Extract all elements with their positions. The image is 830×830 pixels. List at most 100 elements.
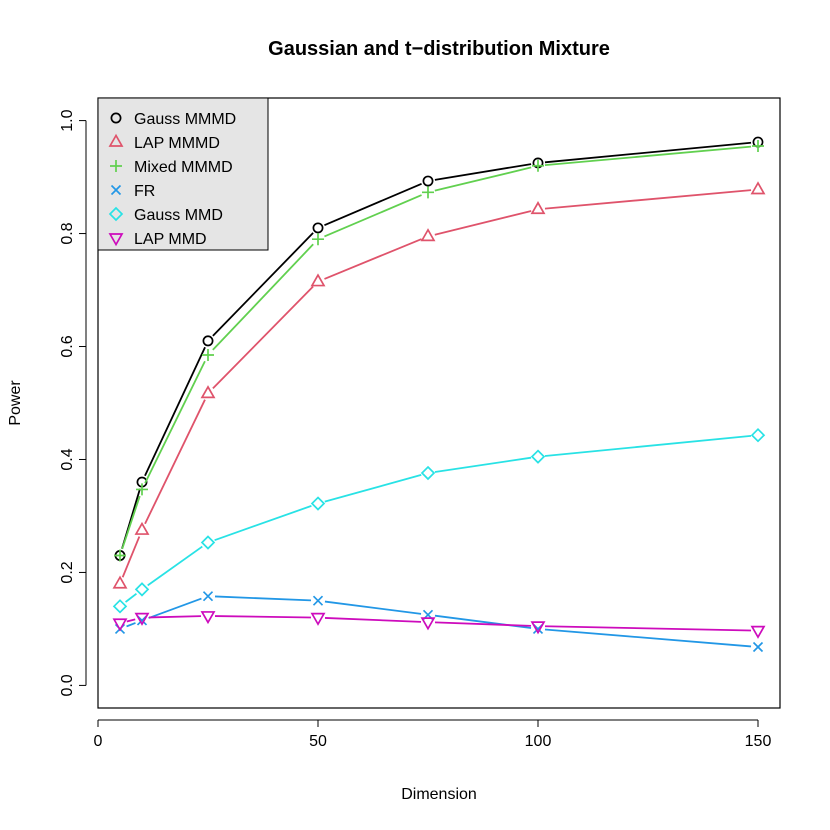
series-line-segment	[324, 238, 422, 280]
series-line-segment	[214, 505, 312, 542]
y-tick-label: 0.6	[59, 335, 76, 357]
series-line-segment	[544, 145, 752, 167]
series-line-segment	[212, 243, 314, 351]
data-point	[532, 159, 544, 172]
x-tick-label: 50	[309, 733, 327, 750]
chart-title: Gaussian and t−distribution Mixture	[268, 38, 610, 60]
axes: 0 50 100 150 0.0 0.2 0.4 0.6 0.8 1.0	[59, 109, 771, 750]
data-point	[310, 612, 326, 626]
data-point	[134, 582, 150, 597]
data-point	[112, 575, 128, 589]
series-line-segment	[121, 536, 141, 578]
series-5	[112, 611, 766, 639]
series-line-segment	[544, 628, 752, 648]
series-line-segment	[324, 474, 422, 503]
data-point	[312, 233, 324, 246]
series-line-segment	[124, 592, 138, 603]
data-point	[200, 611, 216, 625]
data-point	[530, 621, 546, 635]
series-line-segment	[214, 595, 312, 602]
legend-marker	[110, 184, 122, 196]
series-line-segment	[434, 163, 532, 181]
series-line-segment	[544, 434, 752, 457]
data-point	[530, 201, 546, 215]
x-tick-label: 100	[525, 733, 552, 750]
legend-label: Gauss MMD	[134, 207, 223, 224]
series-line-segment	[144, 399, 206, 525]
series-line-segment	[544, 625, 752, 632]
data-point	[202, 591, 214, 602]
data-point	[202, 348, 214, 361]
legend-label: FR	[134, 183, 155, 200]
data-point	[114, 549, 126, 562]
series-layer	[112, 136, 766, 653]
data-point	[134, 521, 150, 535]
series-line-segment	[121, 495, 141, 550]
series-4	[112, 427, 766, 614]
series-line-segment	[434, 210, 532, 236]
y-tick-label: 1.0	[59, 109, 76, 131]
series-line-segment	[434, 456, 532, 473]
series-line-segment	[212, 285, 314, 390]
series-line-segment	[126, 622, 136, 628]
series-line-segment	[147, 545, 203, 587]
legend-label: Mixed MMMD	[134, 159, 233, 176]
series-line-segment	[544, 141, 752, 164]
series-2	[114, 140, 764, 562]
y-axis-label: Power	[7, 380, 24, 426]
data-point	[312, 222, 324, 234]
series-3	[114, 591, 764, 653]
data-point	[750, 427, 766, 443]
data-point	[420, 465, 436, 481]
legend: Gauss MMMD LAP MMMD Mixed MMMD FR Gauss MMD L…	[97, 97, 269, 251]
data-point	[312, 595, 324, 606]
legend-marker	[110, 160, 122, 172]
data-point	[530, 449, 546, 464]
series-line-segment	[214, 615, 312, 619]
series-line-segment	[324, 182, 422, 226]
legend-marker	[110, 112, 122, 124]
x-tick-label: 150	[745, 733, 772, 750]
series-line-segment	[324, 617, 422, 623]
data-point	[202, 335, 214, 347]
legend-marker	[108, 206, 124, 222]
data-point	[200, 385, 216, 399]
legend-label: LAP MMD	[134, 231, 207, 248]
series-line-segment	[544, 189, 752, 210]
plot-frame	[97, 97, 781, 709]
legend-box	[97, 97, 269, 251]
x-tick-label: 0	[94, 733, 103, 750]
series-1	[112, 181, 766, 589]
legend-label: Gauss MMMD	[134, 111, 236, 128]
y-tick-label: 0.0	[59, 674, 76, 696]
series-line-segment	[148, 597, 202, 619]
series-line-segment	[212, 232, 314, 337]
x-axis-label: Dimension	[401, 786, 477, 803]
legend-marker	[108, 133, 124, 147]
data-point	[422, 175, 434, 187]
series-line-segment	[324, 600, 422, 615]
y-tick-label: 0.8	[59, 222, 76, 244]
data-point	[422, 186, 434, 199]
data-point	[750, 181, 766, 195]
data-point	[112, 599, 128, 614]
data-point	[420, 617, 436, 631]
series-line-segment	[324, 194, 422, 238]
data-point	[112, 618, 128, 632]
series-line-segment	[148, 615, 202, 619]
legend-label: LAP MMMD	[134, 135, 220, 152]
y-tick-label: 0.4	[59, 448, 76, 470]
data-point	[134, 612, 150, 626]
data-point	[750, 625, 766, 639]
series-line-segment	[434, 621, 532, 627]
data-point	[752, 140, 764, 153]
data-point	[752, 641, 764, 653]
data-point	[200, 535, 216, 550]
series-line-segment	[434, 166, 532, 192]
legend-marker	[108, 233, 124, 247]
y-tick-label: 0.2	[59, 561, 76, 583]
data-point	[136, 483, 148, 496]
series-line-segment	[144, 360, 206, 484]
series-line-segment	[126, 618, 136, 623]
